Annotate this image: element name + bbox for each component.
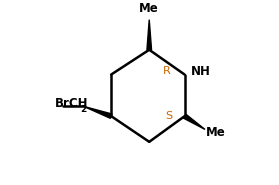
Text: NH: NH [191, 65, 211, 78]
Text: Me: Me [140, 2, 159, 15]
Polygon shape [84, 106, 112, 118]
Text: BrCH: BrCH [54, 97, 88, 110]
Text: S: S [165, 111, 172, 121]
Polygon shape [147, 20, 151, 50]
Polygon shape [183, 114, 205, 130]
Text: Me: Me [206, 126, 226, 139]
Text: R: R [162, 66, 170, 76]
Text: 2: 2 [81, 105, 87, 114]
